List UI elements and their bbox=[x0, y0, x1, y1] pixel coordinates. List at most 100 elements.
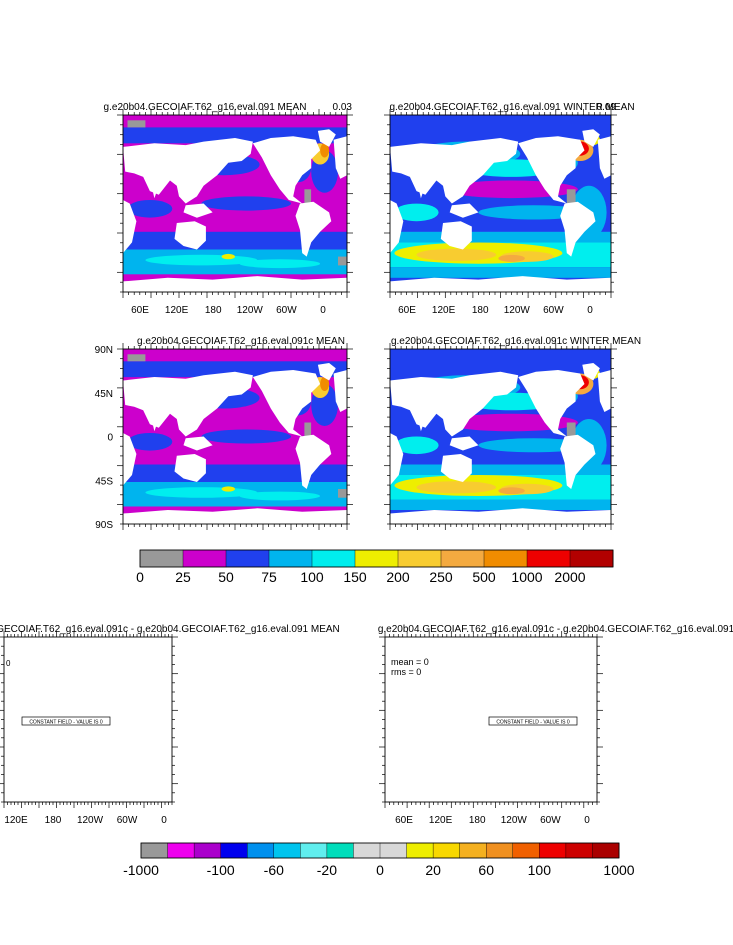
map-panel-4: g.e20b04.GECOIAF.T62_g16.eval.091c WINTE… bbox=[384, 336, 641, 530]
colorbar-swatch bbox=[193, 842, 222, 859]
colorbar-swatch bbox=[440, 549, 485, 568]
land-namerica bbox=[252, 370, 321, 437]
contour-field bbox=[123, 349, 347, 524]
land-greenland bbox=[582, 129, 600, 147]
colorbar-label: 0 bbox=[376, 862, 384, 878]
frame-ticks bbox=[384, 343, 617, 530]
frame-ticks bbox=[384, 109, 617, 298]
x-tick-label: 120W bbox=[77, 815, 104, 826]
contour-field bbox=[390, 115, 611, 292]
contour-field bbox=[123, 115, 347, 292]
colorbar-swatch bbox=[247, 842, 275, 859]
colorbar-swatch bbox=[139, 549, 184, 568]
stat-fragment: 0 bbox=[6, 659, 11, 668]
land-indo bbox=[183, 436, 213, 451]
map-panel-3: g.e20b04.GECOIAF.T62_g16.eval.091c MEAN 9… bbox=[95, 336, 353, 531]
land-antarctica bbox=[390, 276, 611, 292]
x-tick-label: 0 bbox=[161, 815, 167, 826]
land-australia bbox=[174, 454, 206, 482]
colorbar-2: -1000 -100 -60 -20 0 20 60 100 1000 bbox=[123, 842, 635, 878]
colorbar-label: -20 bbox=[317, 862, 337, 878]
map-panels: g.e20b04.GECOIAF.T62_g16.eval.091 MEAN 0.… bbox=[0, 102, 733, 826]
land-india bbox=[416, 178, 428, 199]
colorbar-swatch bbox=[326, 842, 354, 859]
colorbar-label: 150 bbox=[343, 569, 367, 585]
frame-ticks bbox=[117, 109, 353, 298]
x-tick-label: 120E bbox=[165, 305, 189, 316]
land-antarctica bbox=[123, 276, 347, 292]
land-india bbox=[416, 412, 428, 432]
colorbar-label: 500 bbox=[472, 569, 496, 585]
colorbar-swatch bbox=[379, 842, 408, 859]
land-europe bbox=[597, 370, 611, 412]
constant-field-text: CONSTANT FIELD - VALUE IS 0 bbox=[29, 720, 103, 726]
land-samerica bbox=[560, 434, 596, 489]
contour-field bbox=[390, 349, 611, 524]
y-tick-label: 0 bbox=[107, 433, 113, 444]
colorbar-label: 2000 bbox=[554, 569, 585, 585]
colorbar-swatch bbox=[140, 842, 169, 859]
map-panel-6: g.e20b04.GECOIAF.T62_g16.eval.091c - g.e… bbox=[378, 624, 733, 826]
x-tick-label: 180 bbox=[472, 305, 489, 316]
y-tick-label: 45N bbox=[95, 389, 113, 400]
x-tick-label: 0 bbox=[587, 305, 593, 316]
land-europe bbox=[333, 136, 347, 179]
frame-ticks bbox=[117, 343, 353, 530]
x-tick-label: 60W bbox=[543, 305, 564, 316]
colorbar-label: -60 bbox=[264, 862, 284, 878]
colorbar-label: 1000 bbox=[603, 862, 634, 878]
land-europe bbox=[597, 136, 611, 179]
x-tick-label: 120W bbox=[504, 305, 531, 316]
colorbar-label: 50 bbox=[218, 569, 234, 585]
colorbar-swatch bbox=[273, 842, 301, 859]
x-tick-label: 180 bbox=[469, 815, 486, 826]
land-india bbox=[149, 412, 162, 432]
colorbar-swatch bbox=[311, 549, 356, 568]
constant-field-note: CONSTANT FIELD - VALUE IS 0 bbox=[21, 716, 111, 726]
panel-title: GECOIAF.T62_g16.eval.091c - g.e20b04.GEC… bbox=[0, 624, 340, 635]
land-samerica bbox=[295, 201, 332, 257]
colorbar-swatch bbox=[459, 842, 487, 859]
colorbar-swatch bbox=[406, 842, 434, 859]
x-tick-label: 120W bbox=[501, 815, 528, 826]
y-tick-label: 90S bbox=[95, 520, 113, 531]
colorbar-label: 100 bbox=[528, 862, 552, 878]
panel-title: g.e20b04.GECOIAF.T62_g16.eval.091c WINTE… bbox=[391, 336, 641, 347]
x-tick-label: 0 bbox=[584, 815, 590, 826]
colorbar-label: 20 bbox=[425, 862, 441, 878]
colorbar-label: 1000 bbox=[511, 569, 542, 585]
land-namerica bbox=[252, 136, 321, 204]
colorbar-swatch bbox=[486, 842, 514, 859]
land-greenland bbox=[317, 129, 336, 147]
land-africa bbox=[390, 200, 404, 254]
land-australia bbox=[174, 221, 206, 250]
land-antarctica bbox=[123, 508, 347, 524]
land-africa bbox=[123, 433, 137, 486]
x-tick-label: 180 bbox=[205, 305, 222, 316]
colorbar-swatch bbox=[300, 842, 328, 859]
x-tick-label: 120E bbox=[432, 305, 456, 316]
x-tick-label: 0 bbox=[320, 305, 326, 316]
x-tick-label: 60W bbox=[276, 305, 297, 316]
land-namerica bbox=[518, 136, 585, 204]
corner-value: 0.03 bbox=[333, 102, 353, 113]
colorbar-swatch bbox=[353, 842, 381, 859]
land-samerica bbox=[560, 201, 596, 257]
colorbar-label: 75 bbox=[261, 569, 277, 585]
corner-value: 0.09 bbox=[597, 102, 617, 113]
y-tick-label: 45S bbox=[95, 476, 113, 487]
land-namerica bbox=[518, 370, 585, 437]
x-tick-label: 60E bbox=[395, 815, 413, 826]
colorbar-swatch bbox=[182, 549, 227, 568]
panel-title: g.e20b04.GECOIAF.T62_g16.eval.091 MEAN bbox=[104, 102, 307, 113]
colorbar-swatch bbox=[569, 549, 614, 568]
colorbar-label: 200 bbox=[386, 569, 410, 585]
x-tick-label: 180 bbox=[45, 815, 62, 826]
colorbar-swatch bbox=[354, 549, 399, 568]
x-tick-label: 120E bbox=[429, 815, 453, 826]
panel-title: g.e20b04.GECOIAF.T62_g16.eval.091c - g.e… bbox=[378, 624, 733, 635]
land-africa bbox=[390, 433, 404, 486]
map-panel-1: g.e20b04.GECOIAF.T62_g16.eval.091 MEAN 0.… bbox=[104, 102, 353, 316]
land-australia bbox=[440, 454, 472, 482]
